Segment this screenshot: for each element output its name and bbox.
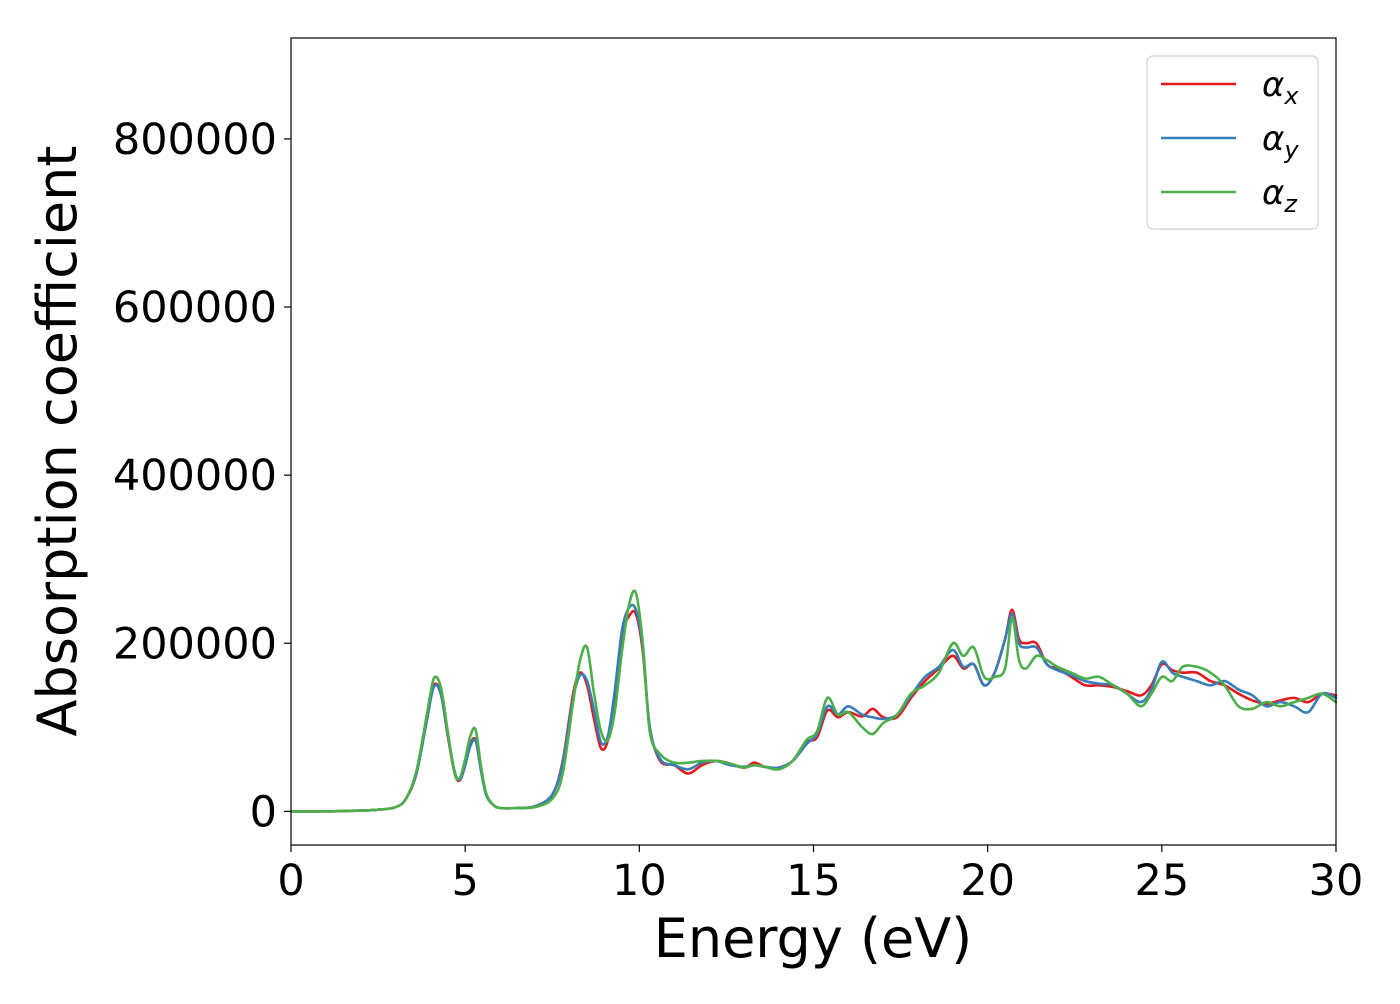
y-axis-label: Absorption coefficient [26,146,89,737]
x-tick-label: 5 [451,856,478,906]
y-tick-label: 600000 [113,283,277,333]
x-tick-label: 30 [1309,856,1364,906]
x-axis-ticks: 0 5 10 15 20 25 30 [277,845,1363,906]
y-axis-ticks: 0 200000 400000 600000 800000 [113,115,291,837]
series-line-x [289,608,1338,813]
y-tick-label: 800000 [113,115,277,165]
x-tick-label: 20 [960,856,1015,906]
x-axis-label: Energy (eV) [654,907,973,970]
series-line-z [289,589,1338,813]
legend-label-x: αx [1262,65,1299,110]
series-line-y [289,603,1338,813]
x-tick-label: 0 [277,856,304,906]
legend-label-z: αz [1262,173,1298,218]
x-tick-label: 25 [1134,856,1189,906]
legend-entries: αx αy αz [1161,65,1299,218]
y-tick-label: 0 [250,787,277,837]
y-tick-label: 200000 [113,619,277,669]
x-tick-label: 10 [612,856,667,906]
legend-label-y: αy [1262,119,1299,164]
legend: αx αy αz [1146,55,1319,230]
x-tick-label: 15 [786,856,841,906]
y-tick-label: 400000 [113,451,277,501]
series-layer [289,589,1338,813]
legend-box [1146,55,1319,230]
